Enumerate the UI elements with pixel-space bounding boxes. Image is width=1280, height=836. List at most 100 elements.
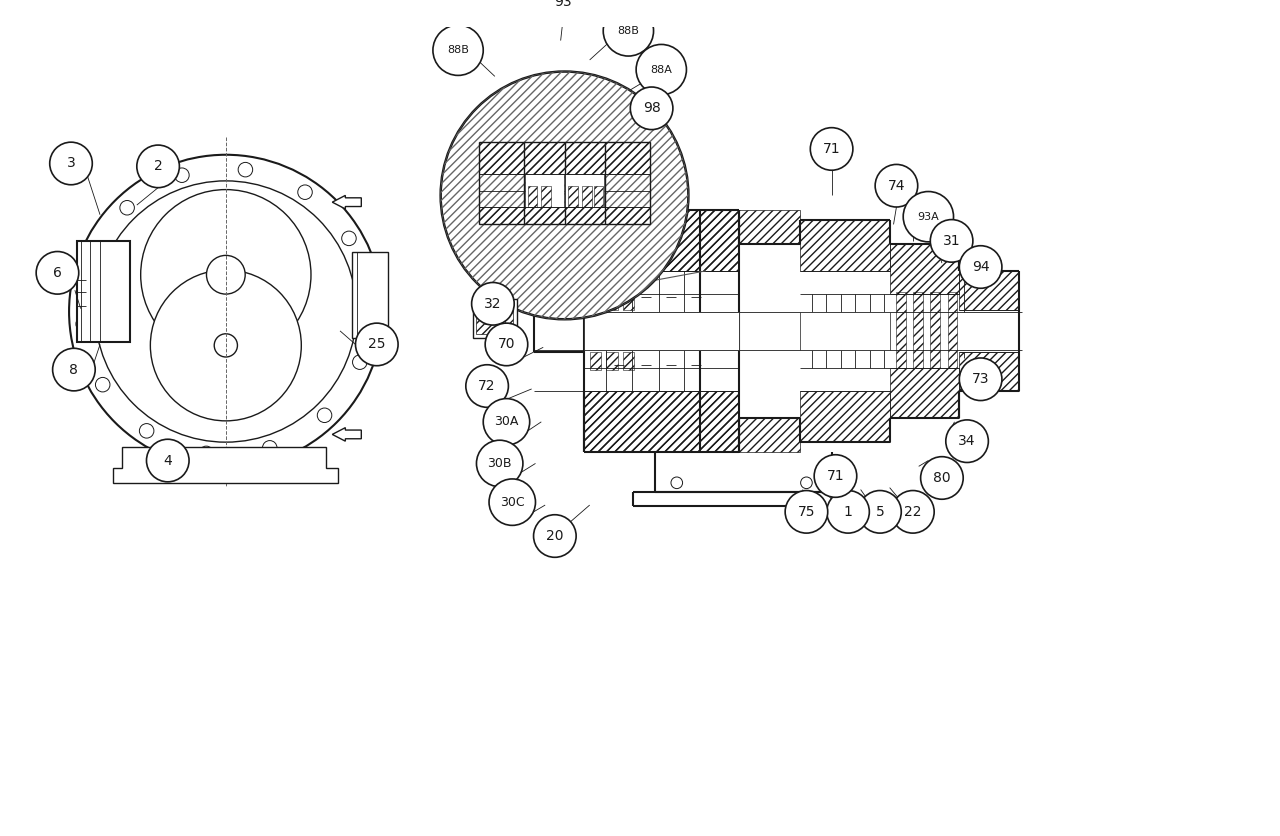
Bar [590,292,602,309]
Circle shape [356,324,398,365]
Circle shape [471,283,515,325]
Bar [800,391,890,442]
Bar [584,312,739,350]
Circle shape [317,408,332,422]
Text: 98: 98 [643,101,660,115]
Circle shape [603,6,654,56]
Circle shape [466,364,508,407]
Circle shape [206,255,246,294]
Circle shape [150,270,301,421]
Circle shape [174,168,189,182]
Text: 80: 80 [933,471,951,485]
Bar [959,271,1019,309]
Bar [947,292,957,368]
Text: 93: 93 [554,0,571,9]
Text: 74: 74 [888,179,905,193]
Text: 22: 22 [904,505,922,519]
Bar [488,314,494,324]
Text: 94: 94 [972,260,989,274]
Circle shape [120,201,134,215]
Text: 5: 5 [876,505,884,519]
Bar [541,186,550,207]
Circle shape [433,25,484,75]
Circle shape [69,155,383,468]
Text: 34: 34 [959,434,975,448]
Bar [582,186,591,207]
Text: 4: 4 [164,454,172,467]
Bar [352,252,388,338]
Text: 20: 20 [547,529,563,543]
Bar [605,142,650,174]
Text: 75: 75 [797,505,815,519]
Text: 71: 71 [827,469,845,483]
Circle shape [636,44,686,94]
Bar [931,292,940,368]
Bar [622,292,634,309]
Bar [700,391,739,451]
Text: 8: 8 [69,363,78,376]
Bar [584,210,739,271]
Text: 88B: 88B [447,45,468,55]
Text: 30A: 30A [494,415,518,428]
Bar [800,312,890,350]
Bar [622,352,634,370]
Circle shape [814,455,856,497]
Circle shape [352,355,367,370]
Circle shape [141,190,311,360]
Circle shape [931,220,973,263]
Text: 32: 32 [484,297,502,311]
Text: 3: 3 [67,156,76,171]
Bar [890,368,959,418]
Text: 93A: 93A [918,212,940,222]
Bar [476,303,513,334]
Circle shape [146,439,189,482]
Bar [607,292,618,309]
Text: 71: 71 [823,142,841,156]
Circle shape [671,477,682,488]
Bar [896,292,906,368]
Circle shape [946,420,988,462]
Circle shape [36,252,79,294]
Bar [590,352,602,370]
Bar [959,352,1019,391]
Circle shape [810,128,852,171]
Bar [800,220,890,271]
Bar [584,210,700,271]
Bar [913,292,923,368]
Polygon shape [113,447,338,483]
Bar [584,391,700,451]
Bar [564,142,605,174]
Circle shape [96,377,110,392]
Circle shape [485,324,527,365]
Circle shape [262,441,276,455]
Circle shape [920,456,964,499]
Bar [568,186,579,207]
Circle shape [904,191,954,242]
Circle shape [361,292,376,306]
Bar [700,210,739,271]
Circle shape [800,477,813,488]
Text: 2: 2 [154,160,163,173]
Bar [77,241,131,343]
Text: 1: 1 [844,505,852,519]
Circle shape [476,441,524,487]
Text: 72: 72 [479,379,495,393]
Circle shape [785,491,828,533]
Bar [607,352,618,370]
Circle shape [95,181,356,442]
Circle shape [440,72,689,319]
Text: 88B: 88B [617,26,639,36]
Bar [495,314,503,324]
Bar [480,142,524,174]
Circle shape [76,317,91,331]
Text: 73: 73 [972,372,989,386]
Circle shape [892,491,934,533]
Bar [524,142,564,174]
Bar [525,174,563,207]
Circle shape [140,424,154,438]
Polygon shape [333,428,361,441]
Text: 31: 31 [943,234,960,248]
Circle shape [238,162,252,177]
Circle shape [959,358,1002,400]
Bar [890,244,959,294]
